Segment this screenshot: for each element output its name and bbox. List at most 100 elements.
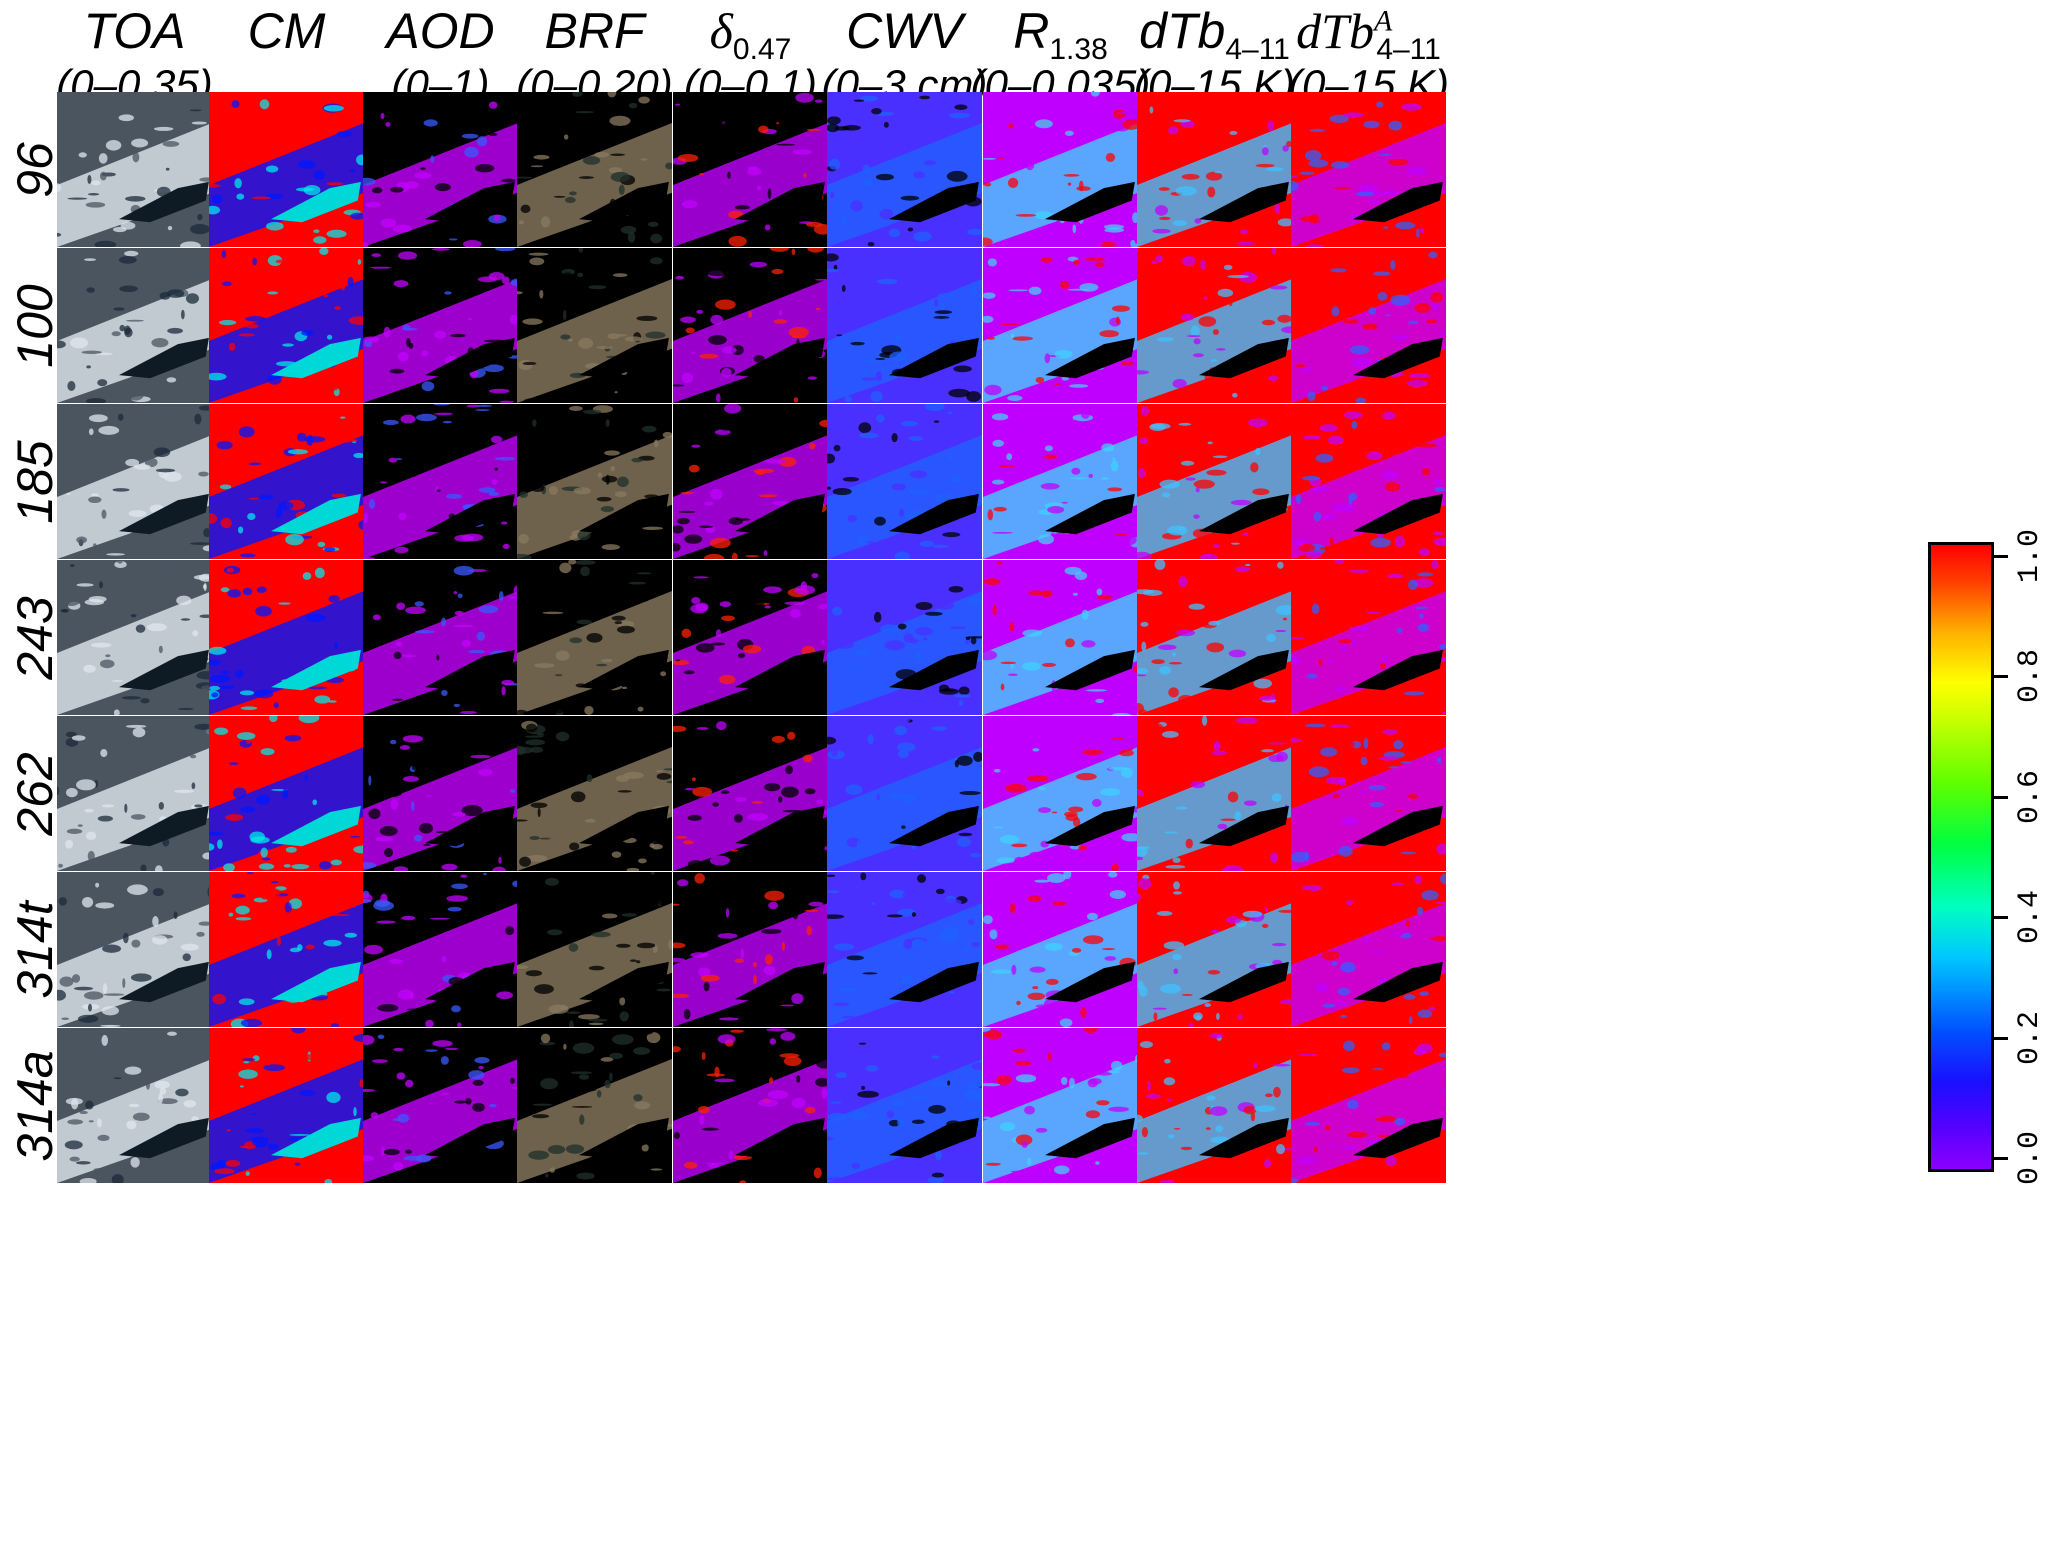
image-tile [209,248,364,403]
tile-image [57,560,212,715]
tile-image [673,248,828,403]
tile-image [1291,716,1446,871]
image-tile [983,872,1138,1027]
colorbar-tick-text: 0.8 [2013,649,2047,704]
tile-image [1291,248,1446,403]
tile-image [827,1028,982,1183]
column-title-text: R [1013,3,1050,59]
image-tile [983,248,1138,403]
colorbar-tick-text: 0.0 [2013,1130,2047,1186]
image-tile [363,560,518,715]
tile-image [1291,1028,1446,1183]
colorbar-tick-label: 1.0 [2010,516,2050,596]
tile-image [209,92,364,247]
tile-image [673,404,828,559]
tile-image [1291,92,1446,247]
image-tile [1137,248,1292,403]
column-title: dTb4–11 [1112,6,1317,65]
image-tile [57,716,212,871]
image-tile [1291,92,1446,247]
image-tile [983,1028,1138,1183]
image-tile [673,872,828,1027]
tile-image [827,716,982,871]
image-tile [517,560,672,715]
tile-image [209,872,364,1027]
tile-image [363,404,518,559]
tile-image [363,248,518,403]
tile-image [1137,716,1292,871]
tile-image [57,1028,212,1183]
row-label-text: 100 [7,284,63,368]
column-title-text: TOA [83,3,186,59]
colorbar-tick-text: 0.6 [2013,769,2047,824]
image-tile [673,92,828,247]
colorbar-tick-label: 0.2 [2010,998,2050,1078]
image-tile [1291,716,1446,871]
tile-image [673,872,828,1027]
tile-image [209,248,364,403]
image-tile [673,248,828,403]
column-title: BRF [492,6,697,60]
image-tile [517,92,672,247]
colorbar-tick [1994,675,2008,679]
image-tile [363,248,518,403]
column-title: TOA [32,6,237,60]
image-tile [363,404,518,559]
tile-image [1137,248,1292,403]
column-title-text: BRF [544,3,645,59]
image-tile [209,716,364,871]
image-tile [827,248,982,403]
column-title-subscript: 0.47 [732,33,792,66]
image-tile [209,1028,364,1183]
column-title-subscript: 4–11 [1376,33,1441,66]
image-tile [517,716,672,871]
image-tile [673,716,828,871]
image-tile [363,92,518,247]
column-title: AOD [338,6,543,60]
tile-image [827,872,982,1027]
column-title-superscript: A [1373,4,1393,38]
tile-image [983,560,1138,715]
tile-image [1137,872,1292,1027]
image-tile [57,404,212,559]
row-label-text: 314a [7,1050,63,1162]
image-tile [363,1028,518,1183]
colorbar-tick [1994,1036,2008,1040]
tile-image [57,248,212,403]
tile-image [209,404,364,559]
image-tile [209,404,364,559]
image-tile [827,1028,982,1183]
tile-image [827,404,982,559]
column-title: dTbA4–11 [1266,4,1471,65]
image-tile [1291,404,1446,559]
row-label-text: 185 [7,440,63,524]
colorbar-tick-text: 0.4 [2013,890,2047,945]
tile-image [1137,1028,1292,1183]
row-label-text: 314t [7,901,63,999]
image-tile [673,560,828,715]
column-title-text: CM [247,3,326,59]
colorbar [1928,542,1994,1172]
image-tile [983,404,1138,559]
image-tile [57,560,212,715]
tile-image [673,716,828,871]
column-title-subscript: 1.38 [1049,33,1108,66]
colorbar-tick-text: 0.2 [2013,1010,2047,1065]
image-tile [209,92,364,247]
tile-image [363,872,518,1027]
colorbar-tick [1994,555,2008,558]
tile-image [57,404,212,559]
column-header-8: dTbA4–11 (0–15 K) [1266,6,1471,106]
tile-image [673,560,828,715]
tile-image [517,560,672,715]
image-tile [57,92,212,247]
column-title: CM [184,6,389,60]
tile-image [827,92,982,247]
tile-image [827,248,982,403]
image-tile [827,716,982,871]
image-tile [983,716,1138,871]
tile-image [57,92,212,247]
row-label-text: 243 [7,596,63,680]
tile-image [673,92,828,247]
